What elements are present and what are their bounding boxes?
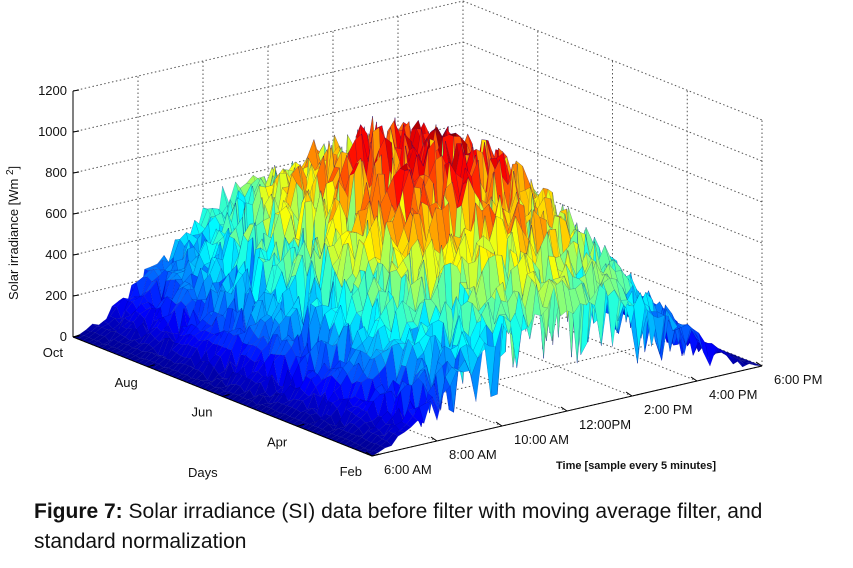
time-tick-label: 12:00PM xyxy=(579,417,631,432)
figure-caption-text: Solar irradiance (SI) data before filter… xyxy=(34,500,763,553)
z-tick-label: 0 xyxy=(60,329,67,344)
back-wall-grid-line xyxy=(72,82,464,174)
figure-caption: Figure 7: Solar irradiance (SI) data bef… xyxy=(34,497,846,557)
side-wall-grid-line xyxy=(462,82,763,203)
surface-mesh xyxy=(72,116,763,457)
days-tick-label: Aug xyxy=(115,375,138,390)
figure-caption-label: Figure 7: xyxy=(34,500,123,523)
z-tick-mark xyxy=(72,212,80,215)
days-axis-label: Days xyxy=(188,465,218,480)
z-axis-label-close: ] xyxy=(6,166,21,170)
z-tick-mark xyxy=(72,294,80,297)
z-tick-mark xyxy=(72,253,80,256)
z-tick-mark xyxy=(72,130,80,133)
back-wall-grid-line xyxy=(72,0,464,92)
time-tick-label: 4:00 PM xyxy=(709,387,757,402)
side-wall-grid-line xyxy=(462,123,763,244)
z-tick-mark xyxy=(72,171,80,174)
time-axis-note: Time [sample every 5 minutes] xyxy=(556,460,716,472)
side-wall-grid-line xyxy=(462,164,763,285)
z-axis-label-text: Solar irradiance [Wm xyxy=(6,175,21,300)
z-tick-label: 1200 xyxy=(38,83,67,98)
days-tick-label: Jun xyxy=(192,405,213,420)
days-tick-label: Apr xyxy=(267,434,288,449)
days-tick-label: Oct xyxy=(43,345,64,360)
z-tick-label: 1000 xyxy=(38,124,67,139)
z-tick-label: 400 xyxy=(45,247,67,262)
time-tick-label: 10:00 AM xyxy=(514,432,569,447)
back-wall-grid-line xyxy=(72,123,464,215)
z-tick-label: 200 xyxy=(45,288,67,303)
days-tick-label: Feb xyxy=(340,464,362,479)
back-wall-grid-line xyxy=(72,41,464,133)
surface-chart: 0 200 400 600 800 1000 1200 Feb Apr Jun Aug Oct 6:… xyxy=(5,0,822,480)
time-tick-label: 8:00 AM xyxy=(449,447,497,462)
time-tick-label: 6:00 PM xyxy=(774,372,822,387)
side-wall-grid-line xyxy=(462,41,763,162)
z-tick-mark xyxy=(72,89,80,92)
z-tick-label: 800 xyxy=(45,165,67,180)
side-wall-grid-line xyxy=(462,0,763,121)
time-tick-label: 6:00 AM xyxy=(384,462,432,477)
time-tick-label: 2:00 PM xyxy=(644,402,692,417)
z-axis-label: Solar irradiance [Wm 2] xyxy=(5,166,21,300)
z-tick-label: 600 xyxy=(45,206,67,221)
